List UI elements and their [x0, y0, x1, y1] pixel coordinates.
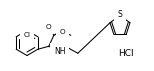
Text: S: S — [118, 10, 122, 19]
Text: O: O — [60, 29, 66, 35]
Text: O: O — [46, 24, 51, 30]
Text: HCl: HCl — [118, 49, 134, 59]
Text: NH: NH — [54, 47, 66, 56]
Text: Cl: Cl — [24, 32, 30, 38]
